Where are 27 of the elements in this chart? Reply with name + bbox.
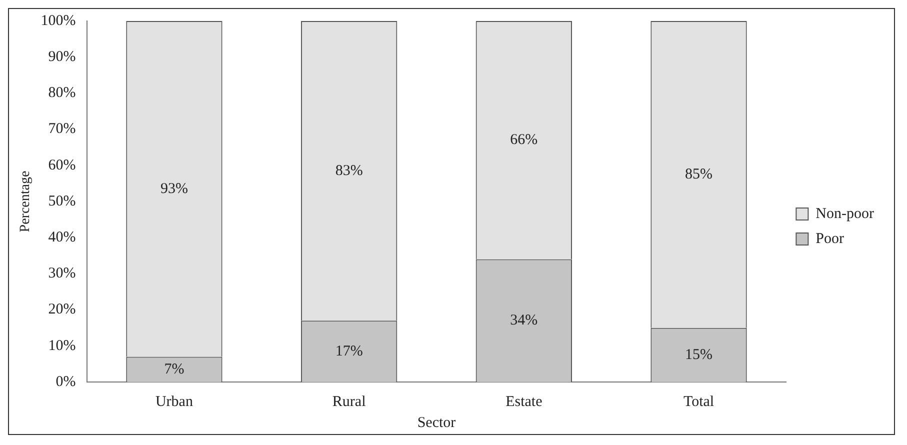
legend-label: Non-poor bbox=[816, 206, 874, 222]
y-tick-label: 100% bbox=[40, 12, 76, 29]
data-label: 15% bbox=[685, 346, 713, 363]
x-tick-label: Estate bbox=[506, 394, 543, 410]
y-tick-label: 10% bbox=[48, 338, 76, 354]
data-label: 93% bbox=[160, 180, 188, 197]
y-tick-label: 20% bbox=[48, 302, 76, 318]
y-axis-title: Percentage bbox=[18, 170, 34, 232]
y-tick-label: 60% bbox=[48, 157, 76, 174]
y-tick-label: 30% bbox=[48, 266, 76, 282]
data-label: 34% bbox=[510, 312, 538, 329]
y-tick-label: 50% bbox=[48, 193, 76, 210]
legend-label: Poor bbox=[816, 230, 844, 247]
y-tick-label: 80% bbox=[48, 85, 76, 102]
x-tick-label: Total bbox=[683, 394, 714, 410]
x-tick-label: Rural bbox=[332, 394, 366, 410]
x-axis-title: Sector bbox=[417, 414, 456, 431]
y-tick-label: 0% bbox=[56, 374, 76, 390]
data-label: 66% bbox=[510, 132, 538, 148]
x-tick-label: Urban bbox=[155, 394, 194, 410]
data-label: 83% bbox=[335, 162, 363, 179]
data-label: 85% bbox=[685, 166, 713, 182]
data-label: 7% bbox=[164, 361, 184, 378]
y-tick-label: 70% bbox=[48, 121, 76, 138]
y-tick-label: 40% bbox=[48, 230, 76, 246]
y-tick-label: 90% bbox=[48, 49, 76, 66]
data-label: 17% bbox=[335, 343, 363, 360]
